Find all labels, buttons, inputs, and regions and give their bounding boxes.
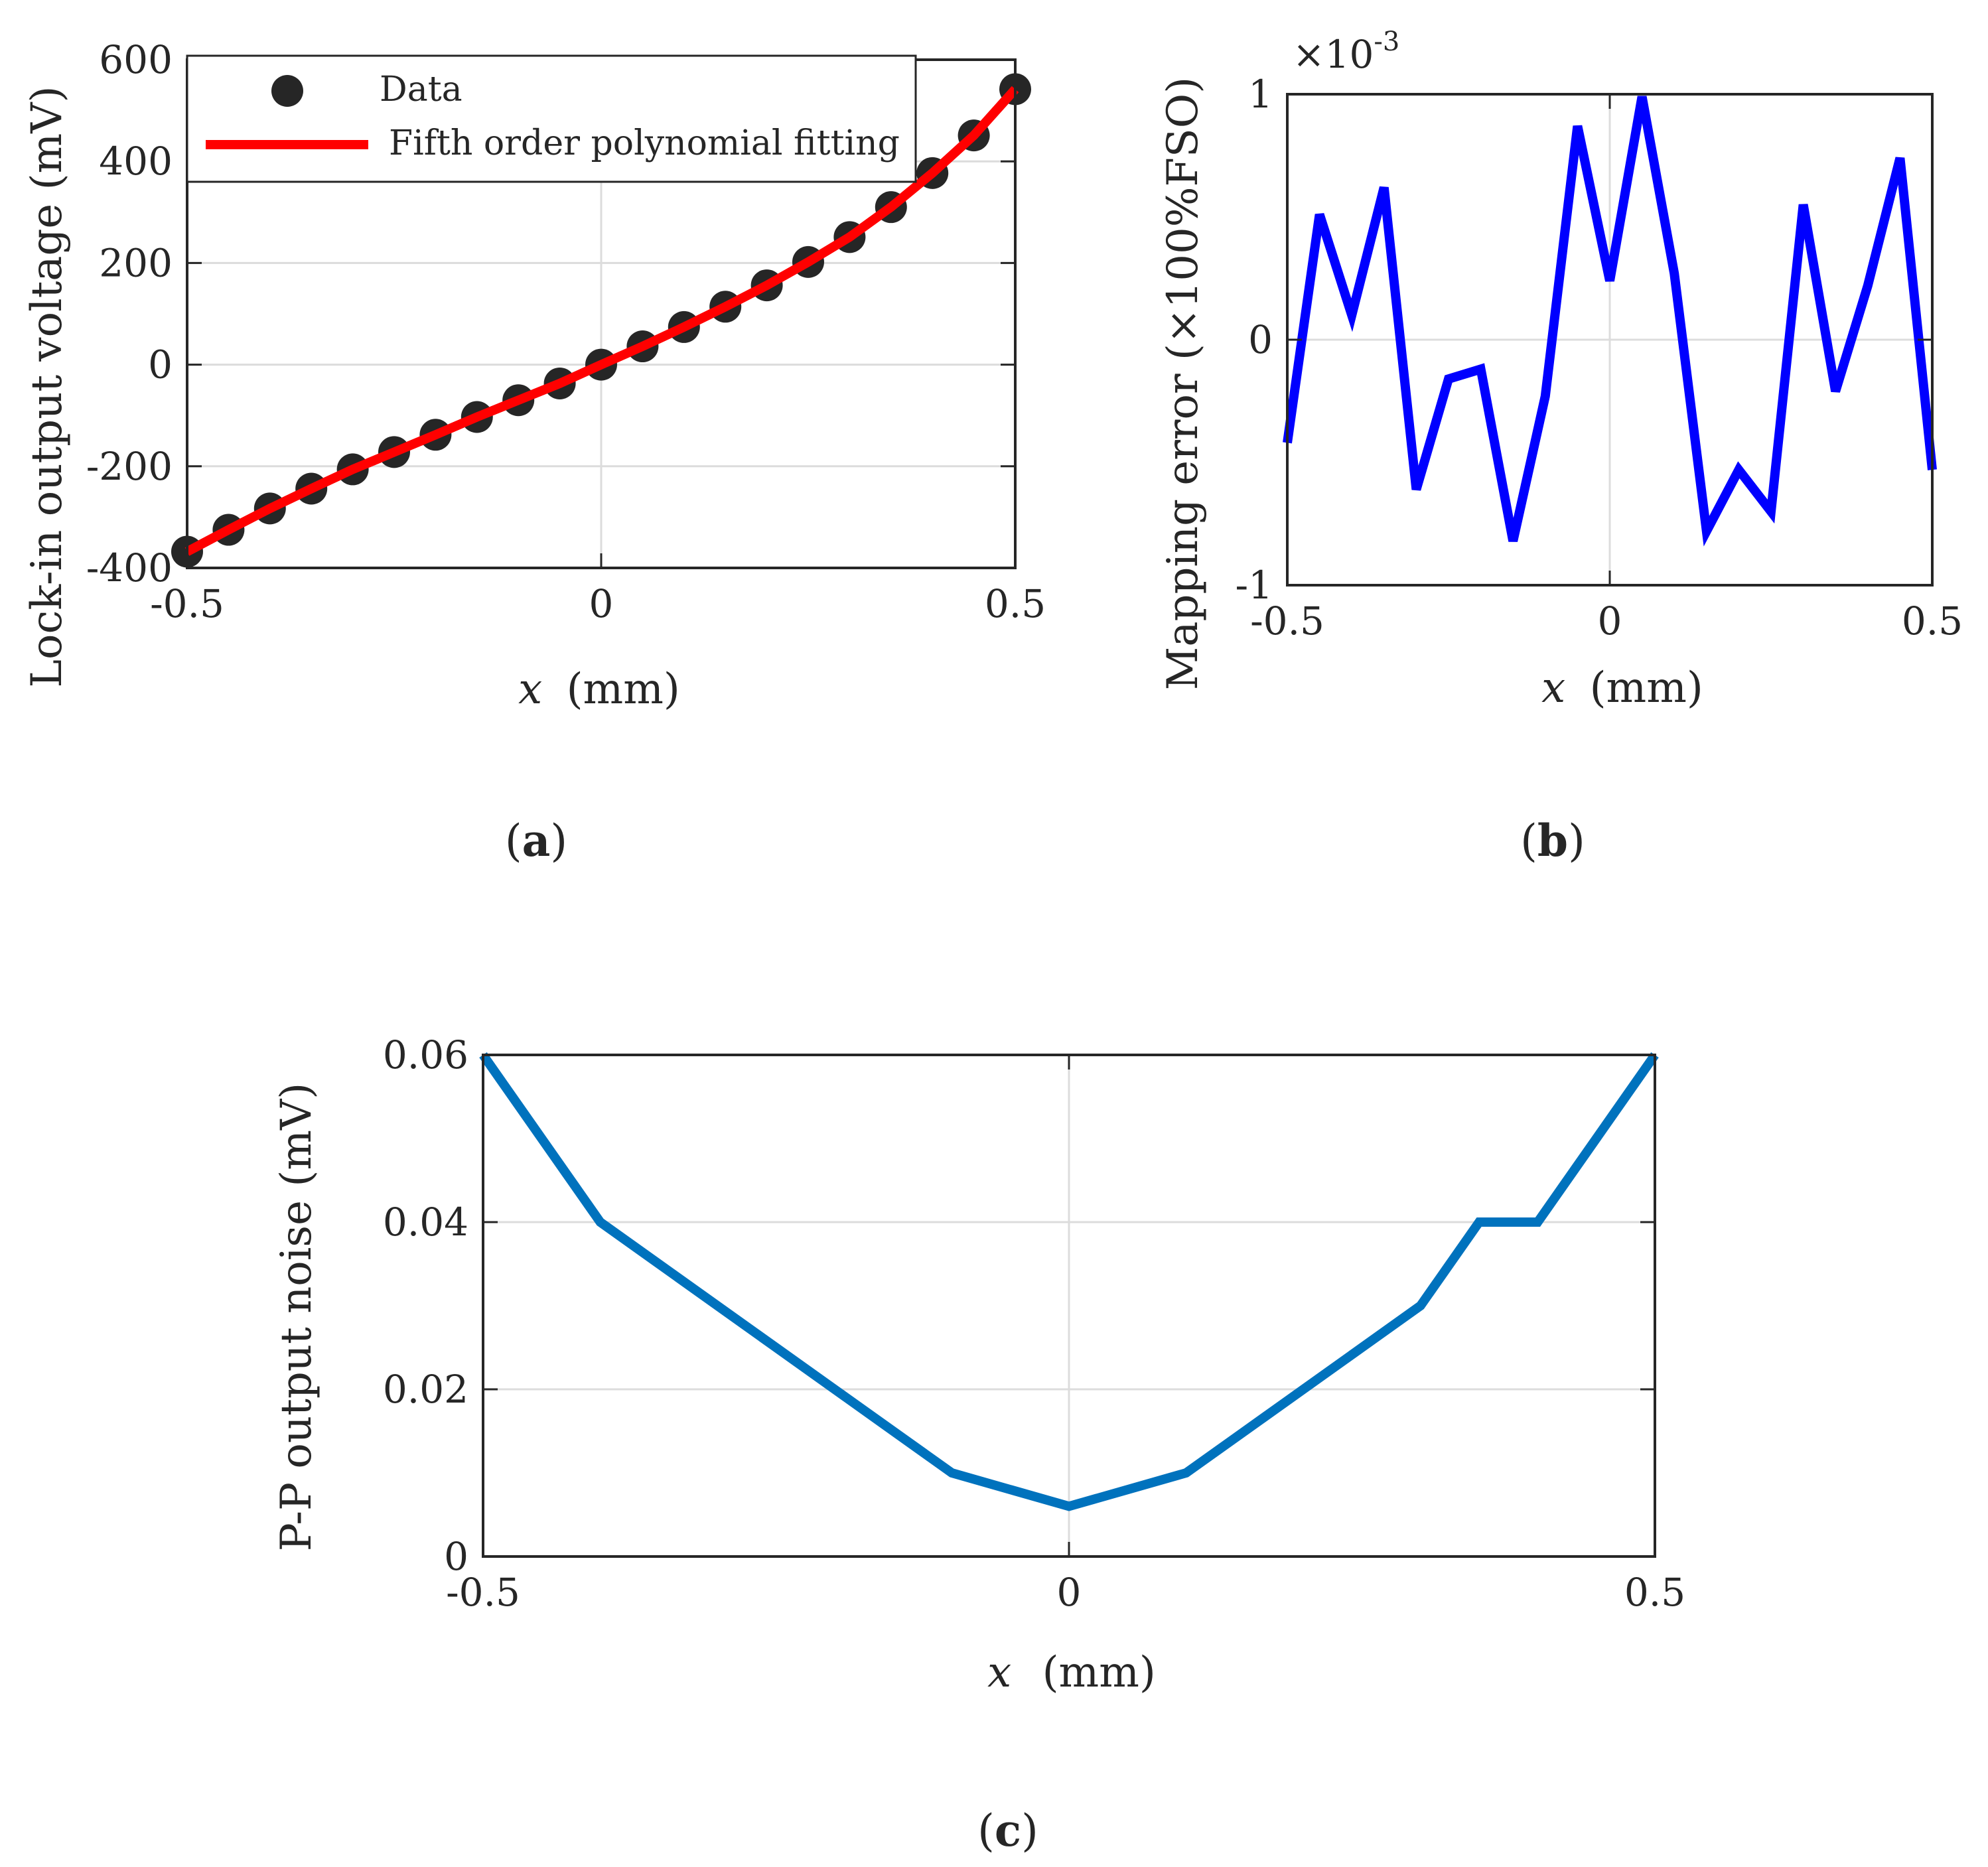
a-y-tick-label: -400 xyxy=(86,545,173,590)
a-x-axis-unit: (mm) xyxy=(567,665,680,714)
a-fit-line-overlay xyxy=(184,86,1019,556)
b-x-tick-label: -0.5 xyxy=(1250,598,1324,644)
a-y-tick-label: 600 xyxy=(99,37,173,82)
b-y-tick-label: 1 xyxy=(1248,72,1273,117)
b-x-axis-var: x xyxy=(1541,663,1565,713)
a-x-tick-label: 0 xyxy=(589,581,614,626)
a-x-axis-var: x xyxy=(518,665,542,714)
a-y-tick-label: -200 xyxy=(86,444,173,489)
b-y-tick-label: 0 xyxy=(1248,317,1273,362)
b-x-axis-label: x (mm) xyxy=(1541,663,1703,713)
c-x-axis-unit: (mm) xyxy=(1042,1648,1156,1697)
a-x-tick-label: 0.5 xyxy=(985,581,1046,626)
b-error-line xyxy=(1283,96,1937,547)
a-legend-box xyxy=(186,54,917,183)
c-ticks: -0.5 0 0.500.020.040.06 xyxy=(383,1032,1685,1615)
panel-a-label: (a) xyxy=(505,815,567,866)
panel-b-label: (b) xyxy=(1520,815,1585,866)
a-legend-data-label: Data xyxy=(380,70,462,109)
c-x-axis-var: x xyxy=(987,1648,1011,1697)
a-y-tick-label: 0 xyxy=(148,342,173,387)
b-grid xyxy=(1287,94,1932,585)
b-x-tick-label: 0 xyxy=(1598,598,1622,644)
b-x-axis-unit: (mm) xyxy=(1590,663,1703,713)
b-y-tick-label: -1 xyxy=(1236,563,1273,608)
a-legend-fit-label: Fifth order polynomial fitting xyxy=(389,123,900,163)
c-y-tick-label: 0.02 xyxy=(383,1367,468,1412)
c-x-tick-label: 0.5 xyxy=(1624,1570,1685,1615)
c-line-layer xyxy=(479,1052,1659,1511)
a-y-axis-label: Lock-in output voltage (mV) xyxy=(23,86,72,688)
b-y-exponent: ×10-3 xyxy=(1293,27,1399,77)
c-noise-line xyxy=(479,1052,1659,1511)
c-x-tick-label: -0.5 xyxy=(446,1570,520,1615)
c-y-tick-label: 0.04 xyxy=(383,1200,468,1245)
a-x-axis-label: x (mm) xyxy=(518,665,680,714)
a-y-tick-label: 400 xyxy=(99,139,173,184)
b-ticks: -0.5 0 0.5 -1 0 1 xyxy=(1236,72,1963,644)
a-y-tick-label: 200 xyxy=(99,240,173,285)
b-x-tick-label: 0.5 xyxy=(1902,598,1963,644)
a-x-tick-label: -0.5 xyxy=(150,581,224,626)
panel-a: -0.5 0 0.5 -400 -200 0 200 400 600 Data Fifth or… xyxy=(23,37,1046,866)
a-marker-layer xyxy=(171,73,1031,568)
c-y-tick-label: 0 xyxy=(444,1534,468,1579)
b-y-axis-label: Mapping error (×100%FSO) xyxy=(1159,77,1208,690)
c-x-axis-label: x (mm) xyxy=(987,1648,1156,1697)
c-grid xyxy=(483,1055,1655,1556)
b-line-layer xyxy=(1283,96,1937,547)
panel-c-label: (c) xyxy=(977,1805,1038,1856)
panel-b: -0.5 0 0.5 -1 0 1 ×10-3 Mapping error (×100%F… xyxy=(1159,27,1963,866)
panel-c: -0.5 0 0.500.020.040.06 P-P output noise (… xyxy=(272,1032,1685,1856)
a-legend: Data Fifth order polynomial fitting xyxy=(186,54,917,183)
c-y-axis-label: P-P output noise (mV) xyxy=(272,1083,321,1551)
c-x-tick-label: 0 xyxy=(1057,1570,1082,1615)
a-legend-marker-icon xyxy=(271,75,303,107)
c-y-tick-label: 0.06 xyxy=(383,1032,468,1077)
a-ticks: -0.5 0 0.5 -400 -200 0 200 400 600 xyxy=(86,37,1046,626)
